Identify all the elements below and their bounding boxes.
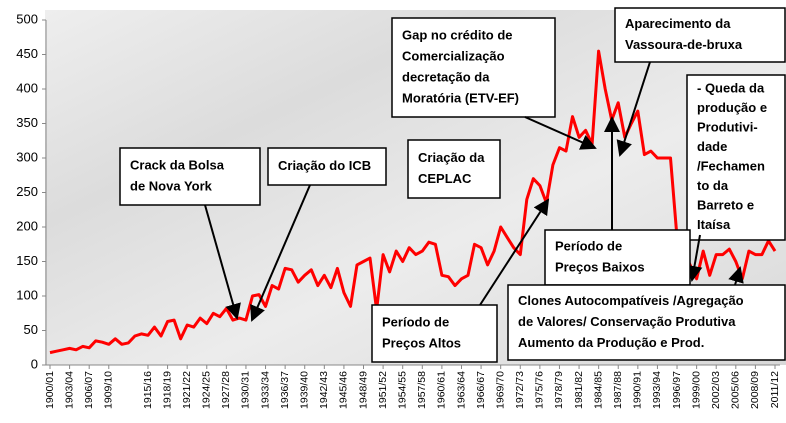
annotation-text: to da bbox=[697, 178, 729, 193]
x-tick-label: 1948/49 bbox=[357, 371, 369, 409]
annotation-box bbox=[544, 229, 691, 286]
x-tick-label: 1915/16 bbox=[142, 371, 154, 409]
x-tick-label: 1954/55 bbox=[396, 371, 408, 409]
annotation-text: de Valores/ Conservação Produtiva bbox=[518, 314, 736, 329]
annotation-arrow bbox=[686, 234, 703, 282]
x-tick-label: 1933/34 bbox=[259, 371, 271, 409]
annotation-text: Crack da Bolsa bbox=[130, 157, 225, 172]
x-tick-label: 1906/07 bbox=[83, 371, 95, 409]
y-tick-label: 450 bbox=[16, 46, 38, 61]
annotation-text: Clones Autocompatíveis /Agregação bbox=[518, 293, 744, 308]
annotation-arrow bbox=[524, 116, 597, 150]
annotation-text: Período de bbox=[555, 238, 622, 253]
x-tick-label: 1939/40 bbox=[299, 371, 311, 409]
x-tick-label: 1966/67 bbox=[475, 371, 487, 409]
x-tick-label: 1972/73 bbox=[514, 371, 526, 409]
annotation-text: Produtivi- bbox=[697, 120, 758, 135]
annotation-text: Período de bbox=[382, 314, 449, 329]
x-tick-label: 1990/91 bbox=[632, 371, 644, 409]
annotation-text: Criação do ICB bbox=[278, 158, 371, 173]
annotation-text: dade bbox=[697, 139, 727, 154]
annotation-text: CEPLAC bbox=[418, 171, 472, 186]
x-tick-label: 1936/37 bbox=[279, 371, 291, 409]
y-tick-label: 400 bbox=[16, 80, 38, 95]
x-tick-label: 1960/61 bbox=[436, 371, 448, 409]
y-tick-label: 500 bbox=[16, 11, 38, 26]
x-tick-label: 2008/09 bbox=[749, 371, 761, 409]
annotation-text: decretação da bbox=[402, 69, 490, 84]
y-tick-label: 0 bbox=[31, 356, 38, 371]
annotation-box bbox=[119, 147, 261, 206]
x-tick-label: 1930/31 bbox=[240, 371, 252, 409]
annotation-arrow bbox=[728, 266, 744, 286]
y-tick-label: 150 bbox=[16, 253, 38, 268]
y-tick-label: 100 bbox=[16, 287, 38, 302]
annotation-box bbox=[686, 74, 786, 241]
y-tick-label: 350 bbox=[16, 115, 38, 130]
annotation-text: produção e bbox=[697, 100, 767, 115]
x-tick-label: 1957/58 bbox=[416, 371, 428, 409]
annotation-arrow bbox=[616, 61, 651, 157]
data-line bbox=[49, 49, 777, 355]
annotation-arrow bbox=[204, 204, 241, 320]
annotation-box bbox=[267, 147, 387, 186]
annotation-box bbox=[507, 284, 786, 361]
x-tick-label: 1903/04 bbox=[63, 371, 75, 409]
annotation-box bbox=[371, 304, 498, 363]
annotation-arrow bbox=[250, 184, 311, 322]
x-tick-label: 1975/76 bbox=[534, 371, 546, 409]
x-tick-label: 1942/43 bbox=[318, 371, 330, 409]
annotation-text: Criação da bbox=[418, 150, 485, 165]
annotation-text: Comercialização bbox=[402, 48, 505, 63]
annotation-text: Aumento da Produção e Prod. bbox=[518, 335, 704, 350]
annotation-text: Itaísa bbox=[697, 217, 731, 232]
x-tick-label: 1918/19 bbox=[161, 371, 173, 409]
annotation-box bbox=[407, 139, 501, 199]
annotation-text: Aparecimento da bbox=[625, 16, 731, 31]
x-tick-label: 1963/64 bbox=[455, 371, 467, 409]
x-tick-label: 1978/79 bbox=[553, 371, 565, 409]
annotation-text: Preços Baixos bbox=[555, 259, 645, 274]
y-tick-label: 300 bbox=[16, 149, 38, 164]
annotation-text: Gap no crédito de bbox=[402, 27, 513, 42]
x-tick-label: 1987/88 bbox=[612, 371, 624, 409]
annotation-text: Moratória (ETV-EF) bbox=[402, 90, 519, 105]
x-tick-label: 1981/82 bbox=[573, 371, 585, 409]
annotation-text: Preços Altos bbox=[382, 335, 461, 350]
annotation-arrow bbox=[479, 198, 550, 306]
annotation-text: /Fechamen bbox=[697, 159, 765, 174]
x-tick-label: 2002/03 bbox=[710, 371, 722, 409]
x-tick-label: 1921/22 bbox=[181, 371, 193, 409]
y-tick-label: 250 bbox=[16, 184, 38, 199]
x-tick-label: 1999/00 bbox=[690, 371, 702, 409]
x-tick-label: 1927/28 bbox=[220, 371, 232, 409]
annotation-box bbox=[391, 17, 556, 118]
annotation-box bbox=[614, 7, 786, 63]
annotation-text: de Nova York bbox=[130, 178, 213, 193]
annotation-text: - Queda da bbox=[697, 81, 765, 96]
x-tick-label: 1984/85 bbox=[592, 371, 604, 409]
y-tick-label: 50 bbox=[24, 322, 38, 337]
x-tick-label: 2011/12 bbox=[769, 371, 781, 408]
x-tick-label: 1993/94 bbox=[651, 371, 663, 409]
x-tick-label: 1900/01 bbox=[44, 371, 56, 409]
x-tick-label: 1924/25 bbox=[201, 371, 213, 409]
x-tick-label: 2005/06 bbox=[730, 371, 742, 409]
x-tick-label: 1951/52 bbox=[377, 371, 389, 409]
y-tick-label: 200 bbox=[16, 218, 38, 233]
annotation-text: Barreto e bbox=[697, 198, 754, 213]
x-tick-label: 1996/97 bbox=[671, 371, 683, 409]
x-tick-label: 1909/10 bbox=[103, 371, 115, 409]
annotation-text: Vassoura-de-bruxa bbox=[625, 37, 743, 52]
x-tick-label: 1969/70 bbox=[494, 371, 506, 409]
x-tick-label: 1945/46 bbox=[338, 371, 350, 409]
